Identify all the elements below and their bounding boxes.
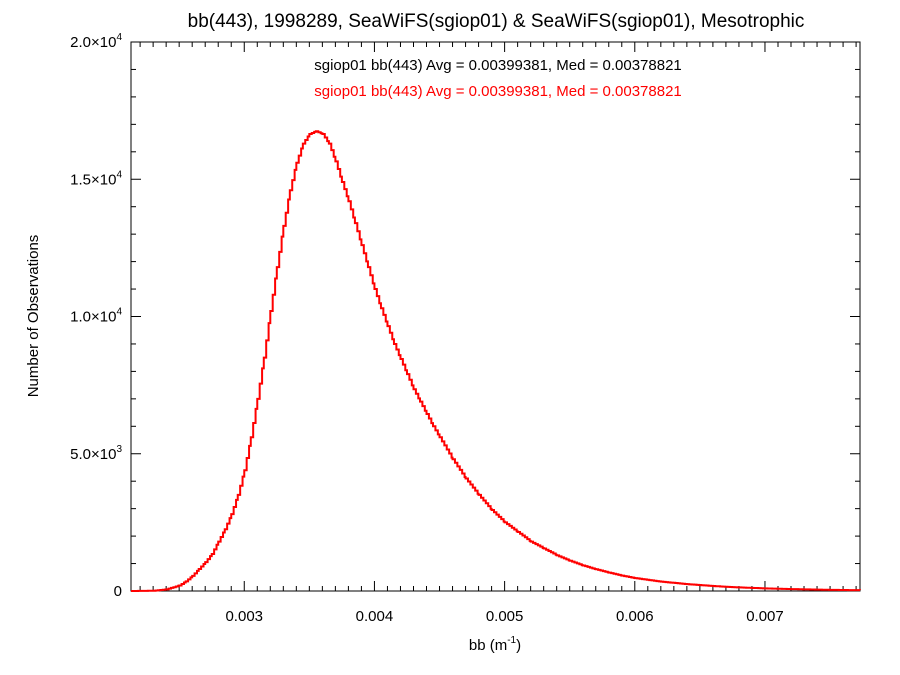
y-tick-label-base: 1.5×10	[70, 171, 116, 188]
y-tick-label: 1.5×104	[70, 169, 122, 188]
y-tick-label-base: 5.0×10	[70, 446, 116, 463]
annotation-series-2: sgiop01 bb(443) Avg = 0.00399381, Med = …	[314, 83, 682, 100]
x-axis-label: bb (m-1)	[469, 635, 521, 654]
y-tick-label: 2.0×104	[70, 32, 122, 51]
y-axis-label: Number of Observations	[25, 235, 42, 398]
x-axis-label-exponent: -1	[507, 635, 516, 646]
histogram-series-1	[131, 130, 861, 592]
x-tick-label: 0.003	[225, 608, 263, 625]
y-tick-label: 1.0×104	[70, 307, 122, 326]
y-tick-label: 5.0×103	[70, 444, 122, 463]
y-axis-ticks-left	[131, 41, 141, 592]
x-axis-label-base: bb (m	[469, 637, 507, 654]
x-tick-label: 0.004	[356, 608, 394, 625]
y-tick-label-exponent: 4	[116, 307, 122, 318]
x-tick-label: 0.007	[746, 608, 784, 625]
x-axis-tick-labels: 0.003 0.004 0.005 0.006 0.007	[225, 608, 783, 625]
y-tick-label-exponent: 4	[116, 32, 122, 43]
x-tick-label: 0.005	[486, 608, 524, 625]
y-tick-label: 0	[114, 583, 122, 600]
x-tick-label: 0.006	[616, 608, 654, 625]
x-axis-label-close: )	[516, 637, 521, 654]
plot-frame	[130, 41, 861, 592]
plot-area	[130, 41, 861, 592]
y-axis-ticks-right	[850, 41, 860, 592]
annotation-series-1: sgiop01 bb(443) Avg = 0.00399381, Med = …	[314, 57, 682, 74]
series-layer	[131, 130, 861, 592]
y-tick-label-exponent: 4	[116, 169, 122, 180]
y-tick-label-base: 2.0×10	[70, 34, 116, 51]
x-axis-ticks-top	[139, 42, 857, 52]
y-tick-label-base: 0	[114, 583, 122, 600]
chart-title: bb(443), 1998289, SeaWiFS(sgiop01) & Sea…	[188, 11, 805, 32]
y-tick-label-exponent: 3	[116, 444, 122, 455]
y-tick-label-base: 1.0×10	[70, 309, 116, 326]
x-axis-ticks-bottom	[139, 581, 857, 591]
